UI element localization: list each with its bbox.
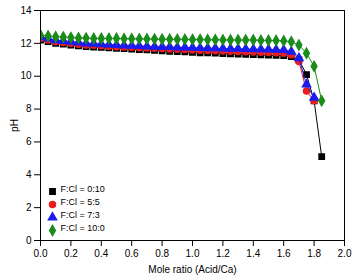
svg-text:Mole ratio (Acid/Ca): Mole ratio (Acid/Ca) <box>148 264 236 275</box>
svg-text:0.6: 0.6 <box>125 248 139 259</box>
svg-text:12: 12 <box>20 38 32 49</box>
svg-text:1.2: 1.2 <box>216 248 230 259</box>
svg-text:F:Cl = 0:10: F:Cl = 0:10 <box>61 184 105 194</box>
svg-text:F:Cl = 7:3: F:Cl = 7:3 <box>61 210 100 220</box>
svg-text:F:Cl = 10:0: F:Cl = 10:0 <box>61 223 105 233</box>
svg-text:1.4: 1.4 <box>246 248 260 259</box>
svg-text:14: 14 <box>20 5 32 16</box>
svg-text:2: 2 <box>26 202 32 213</box>
svg-text:8: 8 <box>26 103 32 114</box>
svg-text:0.4: 0.4 <box>94 248 108 259</box>
svg-text:1.6: 1.6 <box>277 248 291 259</box>
svg-text:1.8: 1.8 <box>307 248 321 259</box>
svg-text:F:Cl = 5:5: F:Cl = 5:5 <box>61 197 100 207</box>
svg-text:0: 0 <box>26 235 32 246</box>
svg-text:1.0: 1.0 <box>186 248 200 259</box>
svg-text:pH: pH <box>9 119 20 132</box>
svg-text:0.8: 0.8 <box>155 248 169 259</box>
svg-text:10: 10 <box>20 70 32 81</box>
svg-text:0.2: 0.2 <box>64 248 78 259</box>
svg-text:0.0: 0.0 <box>34 248 48 259</box>
svg-text:2.0: 2.0 <box>338 248 352 259</box>
svg-text:6: 6 <box>26 136 32 147</box>
svg-text:4: 4 <box>26 169 32 180</box>
